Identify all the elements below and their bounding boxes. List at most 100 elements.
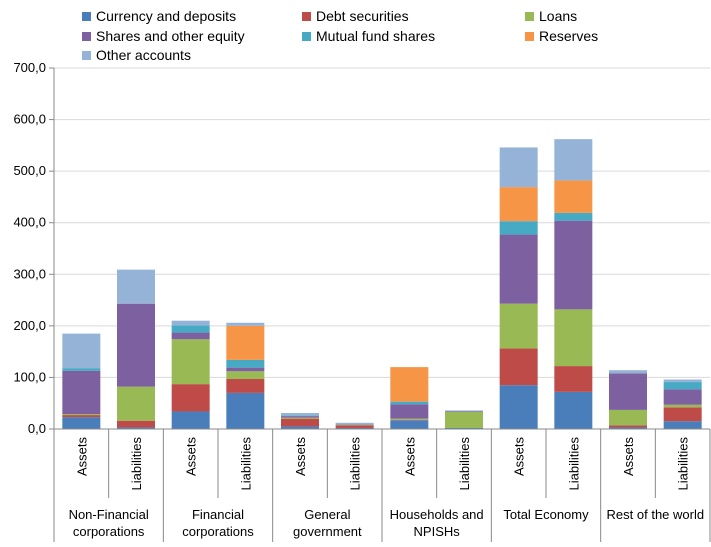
bar-segment <box>499 303 538 349</box>
bar-segment <box>335 424 374 426</box>
bar-segment <box>499 221 538 235</box>
legend-label: Other accounts <box>96 47 191 63</box>
x-group-label: corporations <box>182 524 254 539</box>
bar-segment <box>62 368 101 371</box>
bar-segment <box>62 415 101 418</box>
bar-segment <box>335 424 374 425</box>
bar-segment <box>663 407 702 422</box>
bar-segment <box>499 385 538 429</box>
bar-segment <box>281 417 319 419</box>
bar-segment <box>554 180 593 213</box>
bar-segment <box>609 427 647 429</box>
bar-segment <box>663 382 702 390</box>
legend-swatch <box>302 12 311 21</box>
x-category-label: Assets <box>74 437 89 477</box>
bar-segment <box>335 425 374 428</box>
legend-label: Mutual fund shares <box>316 28 435 44</box>
bar-segment <box>62 414 101 416</box>
bar-segment <box>663 389 702 405</box>
bar-segment <box>117 386 155 421</box>
legend-label: Currency and deposits <box>96 8 236 24</box>
x-category-label: Assets <box>402 437 417 477</box>
y-tick-label: 500,0 <box>13 163 46 178</box>
y-tick-label: 600,0 <box>13 112 46 127</box>
y-tick-label: 300,0 <box>13 266 46 281</box>
bar-segment <box>226 367 265 372</box>
x-group-label: Households and <box>390 507 484 522</box>
bar-segment <box>281 418 319 427</box>
y-tick-label: 700,0 <box>13 60 46 75</box>
bar-segment <box>226 359 265 368</box>
bar-segment <box>171 339 210 385</box>
bar-segment <box>554 220 593 310</box>
bar-segment <box>226 392 265 429</box>
bar-segment <box>663 421 702 429</box>
bar-segment <box>117 427 155 429</box>
bar-segment <box>390 401 429 405</box>
bar-segment <box>445 411 483 412</box>
x-group-label: corporations <box>73 524 145 539</box>
bar-segment <box>281 413 319 416</box>
bars <box>62 139 702 429</box>
legend-label: Loans <box>539 8 577 24</box>
bar-segment <box>554 139 593 181</box>
y-tick-label: 400,0 <box>13 215 46 230</box>
x-category-label: Liabilities <box>457 437 472 491</box>
gridlines <box>54 67 710 378</box>
bar-segment <box>390 419 429 421</box>
legend-swatch <box>525 32 534 41</box>
x-axis: Assets Liabilities Assets Liabilities Assets… <box>53 428 711 542</box>
bar-segment <box>226 322 265 326</box>
x-group-label: government <box>293 524 362 539</box>
x-category-label: Assets <box>512 437 527 477</box>
bar-segment <box>499 147 538 188</box>
bar-segment <box>335 422 374 425</box>
bar-segment <box>609 409 647 426</box>
x-category-label: Liabilities <box>676 437 691 491</box>
x-category-label: Assets <box>621 437 636 477</box>
bar-segment <box>171 411 210 429</box>
bar-segment <box>226 371 265 379</box>
bar-segment <box>663 379 702 383</box>
bar-segment <box>390 367 429 402</box>
bar-segment <box>226 378 265 393</box>
bar-segment <box>171 384 210 412</box>
legend-swatch <box>82 12 91 21</box>
x-group-label: Financial <box>192 507 244 522</box>
bar-segment <box>226 325 265 360</box>
bar-segment <box>390 404 429 419</box>
legend-swatch <box>302 32 311 41</box>
y-tick-label: 0,0 <box>28 421 46 436</box>
legend-label: Shares and other equity <box>96 28 245 44</box>
bar-segment <box>554 366 593 392</box>
x-category-label: Assets <box>293 437 308 477</box>
bar-segment <box>445 410 483 412</box>
bar-segment <box>390 420 429 429</box>
x-group-label: Total Economy <box>503 507 589 522</box>
x-category-label: Assets <box>184 437 199 477</box>
bar-segment <box>499 348 538 386</box>
x-group-label: NPISHs <box>414 524 461 539</box>
bar-segment <box>609 373 647 410</box>
x-category-label: Liabilities <box>348 437 363 491</box>
bar-segment <box>390 418 429 420</box>
bar-segment <box>609 370 647 374</box>
bar-segment <box>171 325 210 333</box>
x-group-label: General <box>304 507 350 522</box>
x-group-label: Non-Financial <box>69 507 149 522</box>
bar-segment <box>499 187 538 222</box>
y-axis: 0,0 100,0 200,0 300,0 400,0 500,0 600,0 700,0 <box>13 60 55 436</box>
legend-swatch <box>82 32 91 41</box>
bar-segment <box>281 416 319 418</box>
legend: Currency and deposits Debt securities Loan… <box>82 8 598 63</box>
bar-segment <box>62 417 101 429</box>
bar-segment <box>554 391 593 429</box>
legend-label: Reserves <box>539 28 598 44</box>
bar-segment <box>62 370 101 415</box>
bar-segment <box>117 269 155 304</box>
bar-segment <box>445 427 483 429</box>
bar-segment <box>171 332 210 340</box>
y-tick-label: 100,0 <box>13 369 46 384</box>
